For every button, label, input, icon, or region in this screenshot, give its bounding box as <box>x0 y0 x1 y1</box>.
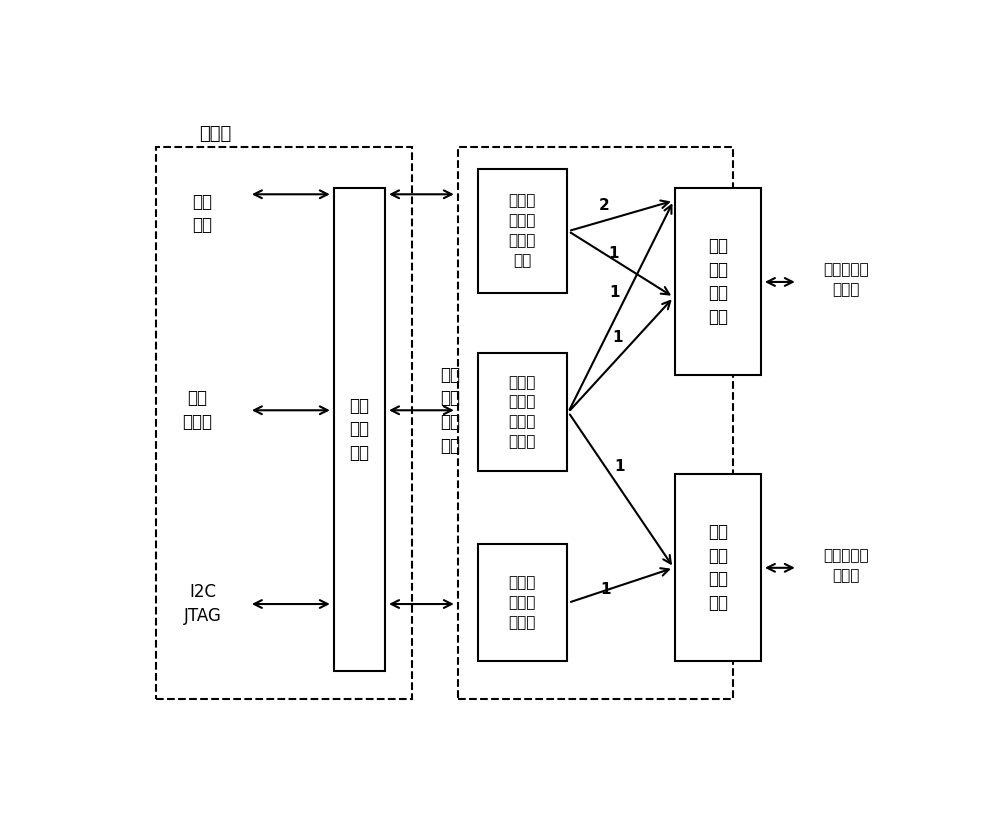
Text: 快速
访问
调度
模块: 快速 访问 调度 模块 <box>708 238 728 326</box>
Text: 1: 1 <box>612 330 622 345</box>
Text: 慢速
访问
调度
模块: 慢速 访问 调度 模块 <box>708 523 728 612</box>
Text: 1: 1 <box>610 285 620 300</box>
Text: 慢速寄存器
访问环: 慢速寄存器 访问环 <box>823 549 869 583</box>
Text: 1: 1 <box>608 246 618 261</box>
Bar <box>156 147 412 700</box>
Text: 请求
分类
缓存
单元: 请求 分类 缓存 单元 <box>440 365 460 455</box>
Bar <box>458 147 733 700</box>
Bar <box>675 188 761 375</box>
Text: 1: 1 <box>614 459 625 474</box>
Bar <box>334 188 385 671</box>
Text: 请求
分类
单元: 请求 分类 单元 <box>349 397 369 462</box>
Text: 管理
服务器: 管理 服务器 <box>182 389 212 431</box>
Bar <box>675 474 761 661</box>
Text: 2: 2 <box>599 198 609 213</box>
Text: I2C
JTAG: I2C JTAG <box>184 583 221 625</box>
Text: 带外寄
存器请
求队列: 带外寄 存器请 求队列 <box>509 575 536 629</box>
Text: 管理服
务器寄
存器请
求队列: 管理服 务器寄 存器请 求队列 <box>509 375 536 449</box>
Text: 1: 1 <box>600 582 611 597</box>
Bar <box>478 169 567 293</box>
Bar <box>478 544 567 661</box>
Text: 计算
结点: 计算 结点 <box>192 192 212 234</box>
Text: 计算结
点寄存
器请求
队列: 计算结 点寄存 器请求 队列 <box>509 194 536 268</box>
Text: 请求源: 请求源 <box>199 125 231 143</box>
Bar <box>478 353 567 470</box>
Text: 快速寄存器
访问环: 快速寄存器 访问环 <box>823 262 869 298</box>
